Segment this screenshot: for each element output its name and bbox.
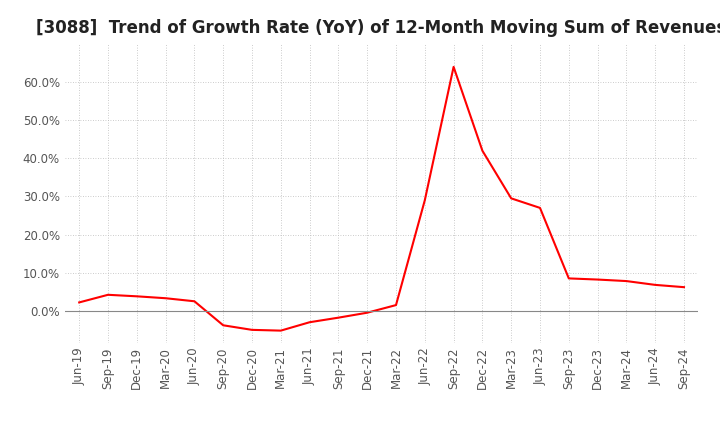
Title: [3088]  Trend of Growth Rate (YoY) of 12-Month Moving Sum of Revenues: [3088] Trend of Growth Rate (YoY) of 12-… <box>37 19 720 37</box>
